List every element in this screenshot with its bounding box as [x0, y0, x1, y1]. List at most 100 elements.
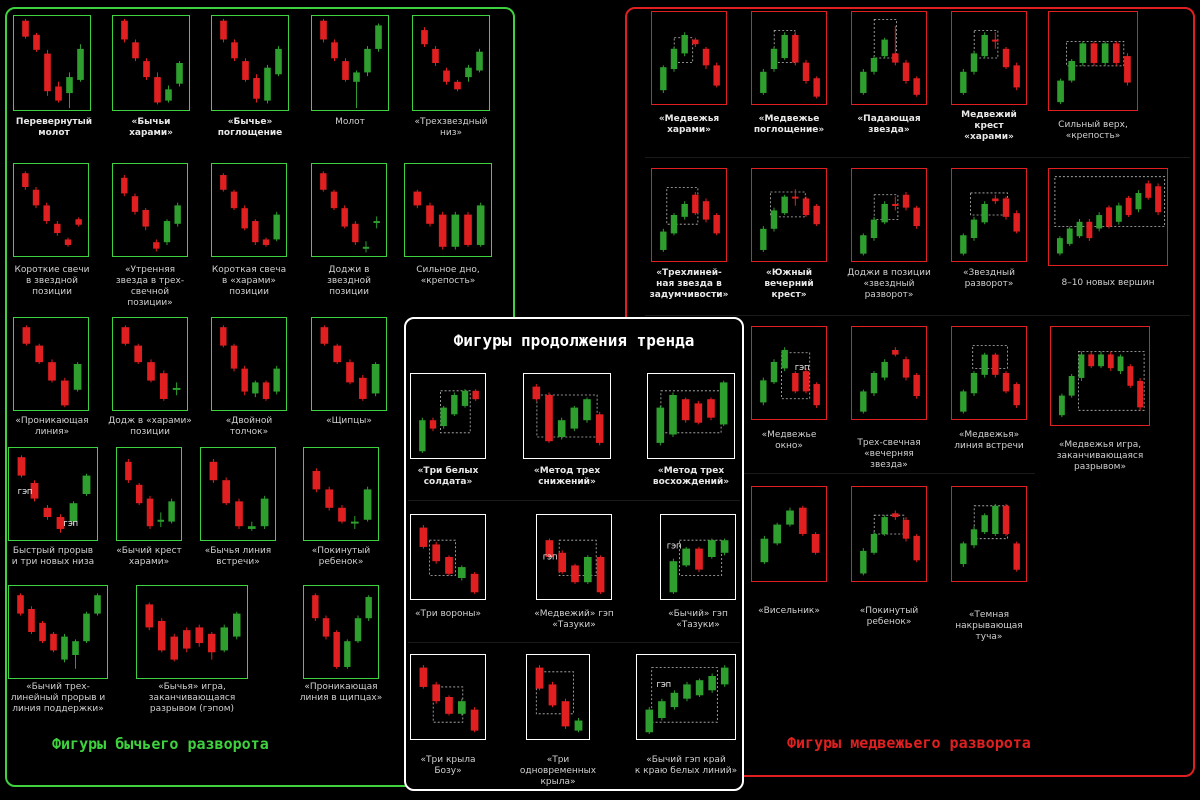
bear-candle — [432, 684, 441, 702]
continuation-pattern-9-caption: «Бычий гэп край к краю белых линий» — [634, 755, 738, 776]
bear-candle — [330, 191, 338, 209]
bullish-pattern-2-frame — [112, 15, 190, 111]
bear-candle — [142, 210, 149, 227]
bull-candle — [174, 205, 181, 224]
bullish-pattern-4-frame — [311, 15, 389, 111]
continuation-pattern-8-caption: «Три одновременных крыла» — [519, 755, 597, 787]
continuation-pattern-3-caption: «Метод трех восхождений» — [652, 466, 730, 487]
bear-candle — [121, 177, 128, 194]
bear-candle — [913, 207, 920, 227]
bull-candle — [669, 561, 678, 593]
bullish-pattern-8-caption: Короткая свеча в «харами» позиции — [211, 265, 287, 297]
bear-candle — [153, 242, 160, 249]
bear-candle — [134, 345, 143, 363]
bear-candle — [17, 595, 24, 614]
bull-candle — [77, 48, 84, 80]
bear-candle — [145, 604, 153, 628]
bearish-pattern-2-frame — [751, 11, 827, 105]
gap-label: ГЭП — [795, 364, 809, 372]
bear-candle — [33, 34, 40, 50]
row-separator — [645, 315, 1190, 316]
bullish-pattern-5-caption: «Трехзвездный низ» — [414, 117, 488, 138]
bearish-pattern-6-candles — [660, 186, 720, 252]
bear-candle — [146, 498, 154, 527]
continuation-pattern-8-frame — [526, 654, 590, 740]
bull-candle — [981, 203, 988, 223]
bear-candle — [1090, 43, 1098, 63]
bear-candle — [135, 484, 143, 504]
bullish-pattern-3-caption: «Бычье» поглощение — [217, 117, 283, 138]
bearish-pattern-1-frame — [651, 11, 727, 105]
bearish-pattern-14-candles — [1058, 351, 1145, 418]
bear-candle — [1002, 48, 1010, 68]
bullish-pattern-21-caption: «Проникающая линия в щипцах» — [299, 682, 383, 703]
pattern-highlight-box — [651, 667, 718, 723]
bear-candle — [56, 517, 65, 529]
bear-candle — [1155, 186, 1162, 213]
bull-candle — [1058, 395, 1065, 416]
bull-candle — [960, 235, 967, 254]
bullish-pattern-16-caption: «Бычий крест харами» — [116, 546, 182, 567]
row-separator — [408, 500, 740, 501]
bull-candle — [970, 373, 978, 394]
bear-candle — [352, 223, 359, 243]
bear-candle — [798, 507, 807, 534]
bull-candle — [1135, 193, 1142, 210]
continuation-pattern-5-candles: ГЭП — [543, 538, 605, 594]
bull-candle — [1066, 228, 1073, 244]
bullish-pattern-7-caption: «Утренняя звезда в трех- свечной позиции… — [115, 265, 185, 308]
bull-candle — [770, 361, 778, 383]
bear-candle — [252, 221, 259, 243]
bull-candle — [1068, 61, 1076, 81]
pattern-highlight-box — [873, 18, 897, 59]
bear-candle — [464, 214, 472, 245]
continuation-section-title: Фигуры продолжения тренда — [453, 331, 695, 350]
bear-candle — [811, 534, 820, 553]
bear-candle — [470, 573, 479, 593]
bear-candle — [1013, 213, 1020, 232]
bull-candle — [476, 205, 485, 245]
continuation-pattern-1-frame — [410, 373, 486, 459]
bear-candle — [992, 354, 999, 375]
bear-candle — [702, 201, 710, 220]
bullish-pattern-11-frame — [13, 317, 89, 411]
bullish-pattern-9-candles — [320, 171, 380, 253]
pattern-highlight-box — [770, 191, 806, 218]
bull-candle — [457, 567, 466, 578]
bear-candle — [545, 395, 553, 442]
bearish-pattern-4-candles — [960, 29, 1020, 95]
bull-candle — [574, 720, 583, 731]
bull-candle — [960, 71, 967, 93]
bear-candle — [992, 198, 999, 202]
bearish-pattern-17-candles — [960, 503, 1020, 572]
bull-candle — [670, 692, 679, 708]
bear-candle — [208, 633, 216, 653]
pattern-highlight-box — [873, 514, 905, 535]
bearish-pattern-4-caption: Медвежий крест «харами» — [961, 110, 1017, 142]
bear-candle — [1112, 43, 1120, 63]
row-separator — [645, 473, 1035, 474]
bear-candle — [913, 374, 920, 396]
bear-candle — [443, 70, 450, 82]
pattern-highlight-box — [970, 192, 1008, 216]
bullish-pattern-10-frame — [404, 163, 492, 257]
bull-candle — [770, 48, 778, 70]
bear-candle — [320, 173, 327, 190]
bear-candle — [220, 20, 227, 40]
bullish-pattern-7-frame — [112, 163, 188, 257]
bear-candle — [64, 239, 72, 245]
bear-candle — [813, 78, 820, 97]
bear-candle — [902, 519, 910, 539]
bear-candle — [55, 86, 62, 101]
bear-candle — [30, 482, 39, 499]
bearish-pattern-12-caption: Трех-свечная «вечерняя звезда» — [857, 438, 921, 470]
bearish-pattern-13-candles — [960, 344, 1020, 414]
bear-candle — [902, 62, 910, 81]
bearish-pattern-2-candles — [760, 29, 820, 99]
bullish-pattern-10-candles — [413, 189, 485, 250]
bear-candle — [1127, 366, 1134, 386]
pattern-highlight-box — [429, 539, 456, 576]
bearish-pattern-10-caption: 8–10 новых вершин — [1061, 278, 1155, 288]
bull-candle — [773, 524, 782, 544]
bear-candle — [183, 630, 191, 649]
